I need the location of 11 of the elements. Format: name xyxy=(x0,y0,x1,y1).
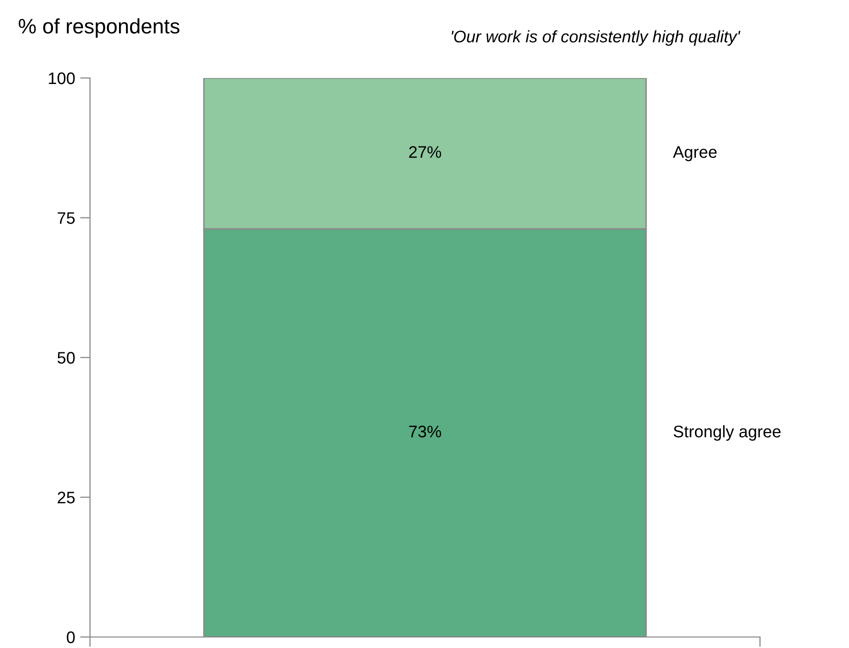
y-tick-label: 100 xyxy=(48,72,75,84)
y-tick-label: 50 xyxy=(58,352,75,364)
series-label: Strongly agree xyxy=(674,425,781,441)
y-tick-label: 25 xyxy=(58,492,75,504)
data-label: 27% xyxy=(409,146,442,158)
y-tick-label: 75 xyxy=(58,212,75,224)
y-tick-label: 0 xyxy=(66,631,75,644)
series-label: Agree xyxy=(672,146,717,162)
data-label: 73% xyxy=(409,426,442,438)
chart-title: 'Our work is of consistently high quality' xyxy=(452,30,740,46)
y-axis-title: % of respondents xyxy=(18,18,180,38)
